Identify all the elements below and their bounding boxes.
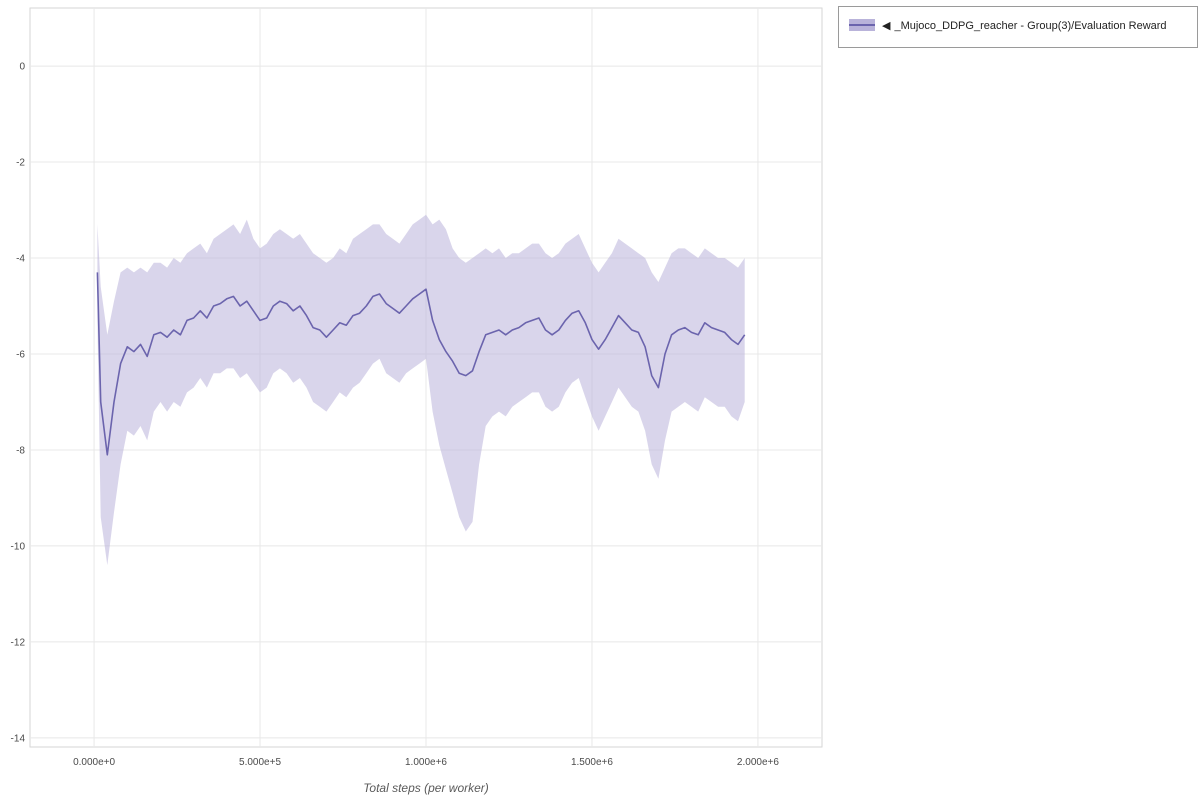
x-tick-label: 1.000e+6	[405, 757, 447, 768]
y-tick-label: -12	[11, 637, 26, 648]
y-tick-label: -2	[16, 158, 25, 169]
y-tick-label: -8	[16, 445, 25, 456]
legend-entry-label: _Mujoco_DDPG_reacher - Group(3)/Evaluati…	[894, 20, 1167, 32]
legend-collapse-icon[interactable]: ◀	[882, 20, 891, 32]
legend-swatch	[849, 19, 875, 31]
mean-line[interactable]	[96, 272, 746, 456]
x-tick-label: 5.000e+5	[239, 757, 281, 768]
legend-swatch-line	[849, 24, 875, 26]
x-tick-label: 1.500e+6	[571, 757, 613, 768]
legend-entry[interactable]: ◀ _Mujoco_DDPG_reacher - Group(3)/Evaluat…	[882, 16, 1182, 37]
x-tick-label: 2.000e+6	[737, 757, 779, 768]
y-tick-label: -14	[11, 733, 26, 744]
y-tick-label: -10	[11, 541, 26, 552]
y-tick-label: -6	[16, 349, 25, 360]
x-axis-title: Total steps (per worker)	[363, 781, 489, 795]
y-tick-label: -4	[16, 254, 25, 265]
legend: ◀ _Mujoco_DDPG_reacher - Group(3)/Evaluat…	[838, 6, 1198, 49]
y-tick-label: 0	[19, 62, 25, 73]
tick-labels: 0 -2 -4 -6 -8 -10 -12 -14 0.000e+0 5.000e+5 1.000e…	[11, 62, 780, 768]
confidence-band	[97, 214, 745, 566]
x-tick-label: 0.000e+0	[73, 757, 115, 768]
